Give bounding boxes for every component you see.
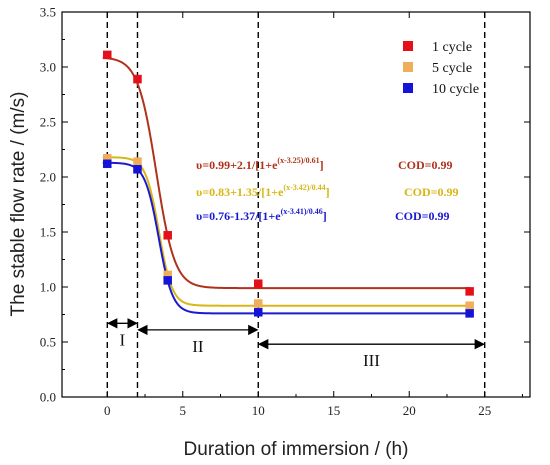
equation-main: υ=0.76-1.37/[1+e	[196, 209, 281, 223]
fit-equation: υ=0.99+2.1/[1+e(x-3.25)/0.61]	[196, 156, 324, 172]
x-tick-label: 20	[403, 403, 416, 418]
data-point	[465, 287, 474, 296]
y-axis-title: The stable flow rate / (m/s)	[8, 92, 29, 317]
stage-label: II	[192, 337, 204, 356]
cod-label: COD=0.99	[398, 158, 453, 172]
equation-exponent: (x-3.42)/0.44	[283, 183, 325, 192]
cod-label: COD=0.99	[404, 185, 459, 199]
x-tick-label: 10	[252, 403, 265, 418]
data-point	[254, 308, 263, 317]
x-tick-label: 25	[478, 403, 491, 418]
cod-label: COD=0.99	[395, 209, 450, 223]
legend-swatch	[403, 83, 413, 93]
x-tick-label: 0	[104, 403, 111, 418]
legend: 1 cycle 5 cycle 10 cycle	[403, 40, 479, 97]
data-point	[254, 299, 263, 308]
fit-equation: υ=0.83+1.35/[1+e(x-3.42)/0.44]	[196, 183, 330, 199]
fit-curve	[102, 161, 470, 315]
data-point	[465, 309, 474, 318]
data-point	[254, 279, 263, 288]
stage-label: I	[120, 330, 126, 349]
legend-swatch	[403, 41, 413, 51]
y-tick-label: 1.0	[40, 280, 56, 295]
legend-swatch	[403, 62, 413, 72]
y-tick-label: 2.0	[40, 170, 56, 185]
equation-close: ]	[326, 185, 330, 199]
y-tick-label: 0.5	[40, 335, 56, 350]
y-tick-label: 0.0	[40, 390, 56, 405]
equation-close: ]	[320, 158, 324, 172]
data-point	[133, 157, 142, 166]
axis-ticks: 0 5 10 15 20 25 0.0 0.5 1.0 1.5 2.0 2.5 3.0 3.5	[40, 5, 530, 418]
data-point	[103, 159, 112, 169]
data-point	[133, 165, 142, 174]
fit-curve	[102, 56, 470, 290]
equation-exponent: (x-3.25)/0.61	[277, 156, 319, 165]
legend-label: 5 cycle	[432, 61, 472, 76]
legend-label: 10 cycle	[432, 82, 479, 97]
fit-curves	[102, 56, 470, 315]
fit-curve	[102, 156, 470, 307]
data-point	[133, 74, 142, 84]
y-tick-label: 3.5	[40, 5, 56, 20]
y-tick-label: 3.0	[40, 60, 56, 75]
data-point	[103, 50, 112, 60]
fit-equations: υ=0.99+2.1/[1+e(x-3.25)/0.61] COD=0.99 υ=0…	[196, 156, 459, 223]
y-tick-label: 2.5	[40, 115, 56, 130]
x-tick-label: 15	[327, 403, 340, 418]
x-tick-label: 5	[180, 403, 187, 418]
stage-label: III	[363, 351, 380, 370]
x-axis-title: Duration of immersion / (h)	[184, 439, 409, 460]
equation-exponent: (x-3.41)/0.46	[281, 207, 323, 216]
fit-equation: υ=0.76-1.37/[1+e(x-3.41)/0.46]	[196, 207, 327, 223]
data-point	[465, 301, 474, 310]
equation-close: ]	[323, 209, 327, 223]
data-point	[163, 276, 172, 285]
equation-main: υ=0.83+1.35/[1+e	[196, 185, 284, 199]
data-point	[163, 231, 172, 240]
stage-lines	[106, 12, 486, 397]
y-tick-label: 1.5	[40, 225, 56, 240]
legend-label: 1 cycle	[432, 40, 472, 55]
equation-main: υ=0.99+2.1/[1+e	[196, 158, 278, 172]
data-points	[103, 50, 474, 318]
